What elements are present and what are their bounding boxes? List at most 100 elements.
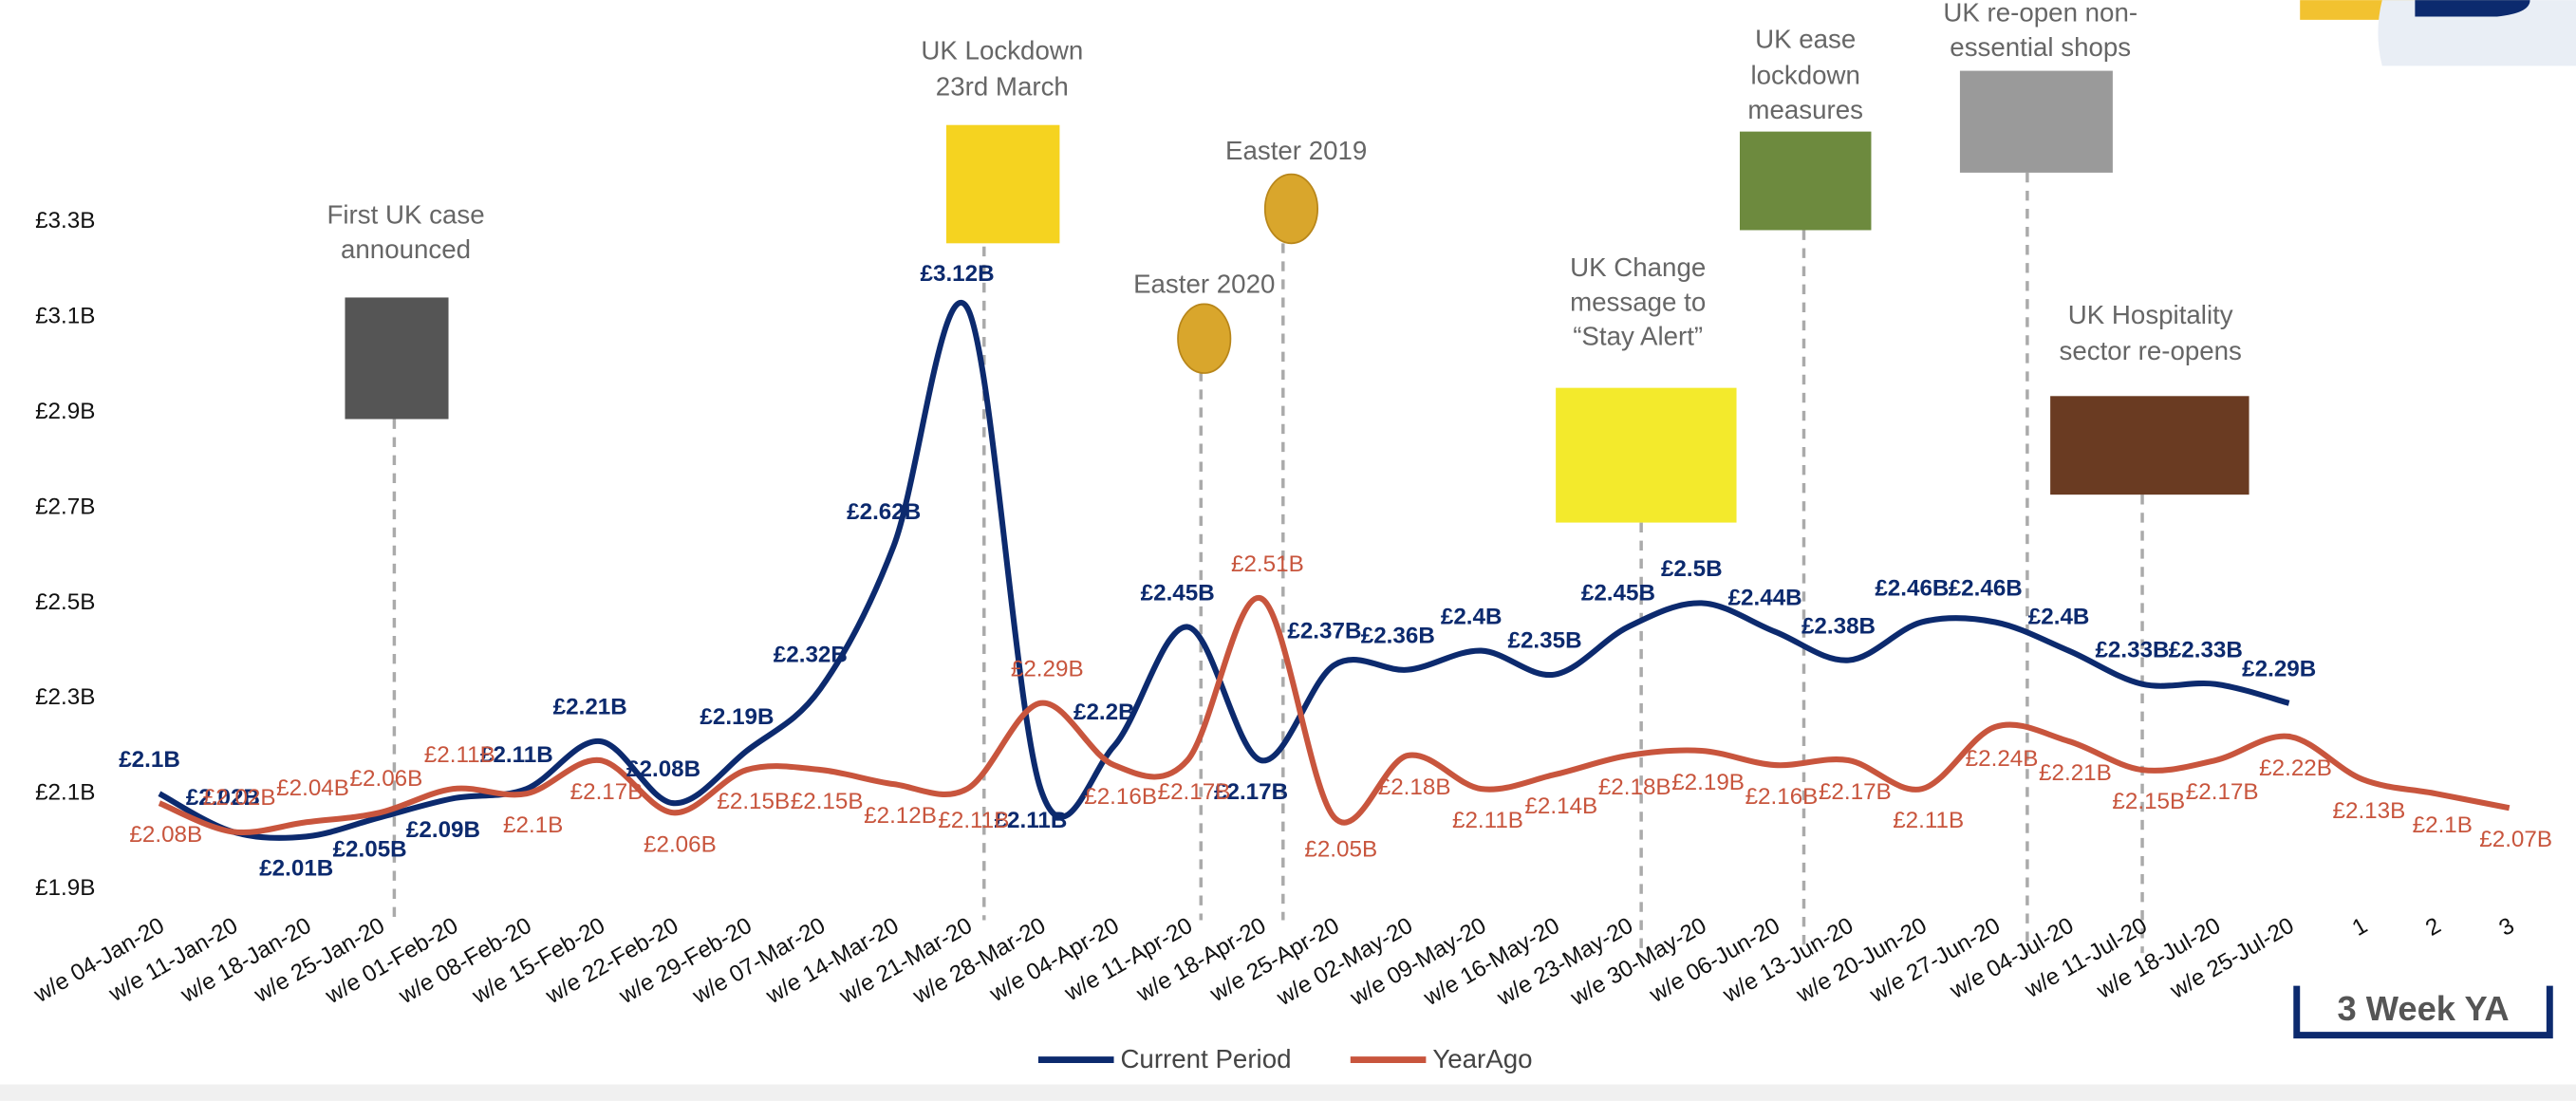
y-tick-label: £2.3B: [35, 684, 95, 710]
data-label: £2.17B: [1214, 779, 1288, 805]
annotation-text: message to: [1570, 287, 1706, 316]
data-label: £2.4B: [1441, 604, 1503, 629]
annotation-text: “Stay Alert”: [1573, 322, 1703, 351]
y-tick-label: £1.9B: [35, 875, 95, 901]
data-label: £2.45B: [1581, 580, 1655, 606]
y-tick-label: £2.5B: [35, 589, 95, 615]
data-label: £2.36B: [1361, 623, 1435, 648]
data-label: £2.11B: [480, 742, 553, 768]
annotation-image: [945, 124, 1060, 244]
annotation-text: UK Lockdown: [921, 35, 1083, 65]
data-label: £2.29B: [1011, 657, 1084, 682]
y-tick-label: £2.1B: [35, 780, 95, 806]
data-label: £2.33B: [2169, 638, 2243, 663]
data-label: £2.11B: [1452, 808, 1523, 833]
data-label: £2.18B: [1598, 774, 1671, 800]
annotation-text: essential shops: [1950, 32, 2131, 62]
data-label: £2.21B: [553, 695, 627, 720]
y-tick-label: £2.9B: [35, 399, 95, 424]
x-tick-label: 3: [2494, 913, 2518, 942]
annotation-image: [1556, 387, 1737, 523]
annotation-image: [2050, 396, 2249, 495]
data-label: £2.19B: [1671, 770, 1745, 795]
annotation-image: [1959, 70, 2113, 173]
data-label: £2.16B: [1084, 784, 1157, 810]
data-label: £2.62B: [847, 499, 921, 525]
legend-label: YearAgo: [1432, 1044, 1532, 1073]
data-label: £2.05B: [1304, 836, 1377, 862]
data-label: £2.1B: [2413, 812, 2473, 838]
period-box-label: 3 Week YA: [2337, 989, 2509, 1028]
annotation-text: Easter 2019: [1225, 136, 1367, 165]
logo: [2415, 0, 2530, 17]
data-label: £2.2B: [1073, 700, 1135, 725]
annotations: First UK case announced UK Lockdown 23rd Ma…: [327, 0, 2249, 954]
data-label: £2.11B: [938, 808, 1009, 833]
data-label: £2.17B: [2186, 779, 2259, 805]
data-label: £2.04B: [276, 775, 349, 801]
data-label: £2.51B: [1231, 551, 1304, 577]
annotation-text: First UK case: [327, 200, 484, 230]
data-label: £2.15B: [2112, 789, 2185, 814]
data-label: £2.02B: [186, 785, 260, 811]
data-label: £2.24B: [1966, 746, 2039, 772]
egg-icon: [1177, 303, 1232, 374]
data-label: £2.1B: [119, 747, 180, 773]
annotation-text: announced: [341, 234, 471, 264]
legend-label: Current Period: [1120, 1044, 1291, 1073]
data-label: £2.11B: [1893, 808, 1964, 833]
period-bracket: [2293, 985, 2553, 1039]
data-label: £2.22B: [2259, 756, 2332, 781]
data-label: £2.15B: [791, 789, 864, 814]
annotation-text: UK Change: [1570, 252, 1706, 282]
data-label: £2.11B: [995, 808, 1068, 833]
data-label: £2.17B: [1158, 779, 1231, 805]
data-label: £2.17B: [1819, 779, 1892, 805]
x-tick-label: 1: [2348, 913, 2372, 942]
annotation-text: 23rd March: [936, 72, 1069, 102]
data-label: £2.45B: [1141, 580, 1215, 606]
y-tick-label: £2.7B: [35, 494, 95, 519]
data-label: £2.46B: [1875, 575, 1949, 601]
data-label: £2.13B: [2333, 798, 2406, 824]
egg-icon: [1263, 173, 1319, 245]
annotation-image: [1739, 131, 1872, 231]
data-label: £2.09B: [406, 817, 480, 843]
data-label: £2.15B: [717, 789, 790, 814]
data-label: £2.11B: [424, 742, 495, 768]
data-label: £2.37B: [1287, 618, 1361, 644]
data-label: £2.01B: [259, 855, 333, 881]
data-label: £2.02B: [203, 785, 276, 811]
annotation-text: UK Hospitality: [2068, 300, 2233, 329]
series-line: [158, 595, 2511, 835]
data-label: £2.38B: [1801, 613, 1876, 639]
annotation-text: sector re-opens: [2060, 336, 2242, 365]
data-label: £2.4B: [2028, 604, 2090, 629]
data-label: £2.06B: [350, 766, 423, 792]
series-line: [158, 300, 2290, 841]
footer-band: [0, 1084, 2576, 1101]
data-label: £2.12B: [864, 803, 937, 829]
annotation-text: UK ease: [1755, 24, 1856, 53]
data-label: £2.46B: [1949, 575, 2023, 601]
data-label: £2.44B: [1728, 585, 1802, 610]
data-label: £2.29B: [2242, 657, 2316, 682]
data-label: £2.08B: [626, 756, 700, 782]
annotation-text: lockdown: [1751, 60, 1860, 89]
data-label: £2.1B: [503, 812, 563, 838]
data-label: £2.17B: [570, 779, 644, 805]
x-tick-label: w/e 25-Jul-20: [2165, 913, 2298, 1005]
annotation-image: [345, 297, 449, 420]
annotation-text: measures: [1747, 95, 1863, 124]
data-label: £2.33B: [2095, 638, 2169, 663]
data-label: £2.18B: [1378, 774, 1451, 800]
x-tick-label: 2: [2421, 913, 2445, 942]
y-tick-label: £3.3B: [35, 208, 95, 233]
data-label: £2.32B: [774, 643, 848, 668]
data-label: £2.07B: [2479, 827, 2552, 852]
data-label: £2.21B: [2039, 760, 2112, 786]
annotation-text: Easter 2020: [1133, 269, 1275, 298]
data-label: £2.35B: [1507, 627, 1581, 653]
data-label: £2.08B: [129, 822, 202, 848]
data-label: £2.06B: [644, 831, 717, 857]
